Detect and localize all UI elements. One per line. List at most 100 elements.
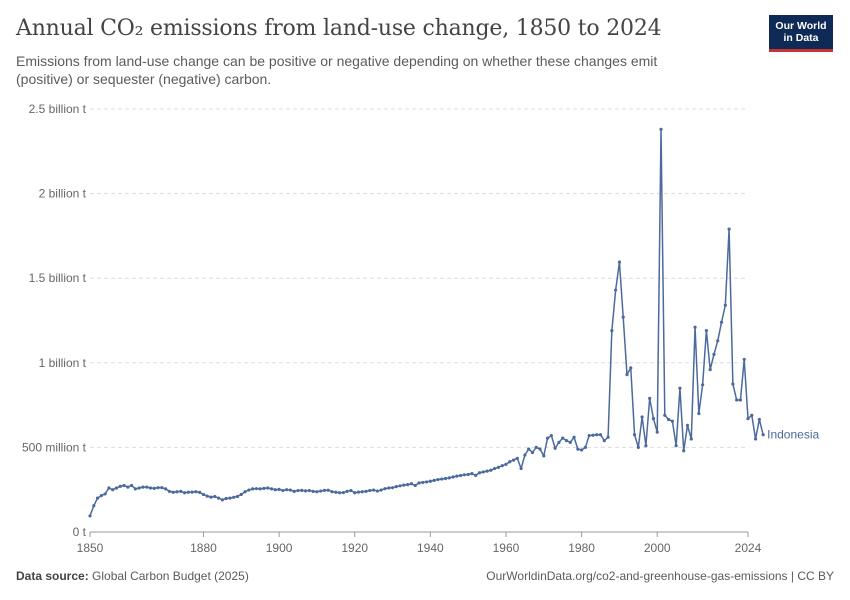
data-point[interactable]	[92, 504, 96, 508]
data-point[interactable]	[266, 486, 270, 490]
data-point[interactable]	[466, 472, 470, 477]
data-point[interactable]	[451, 475, 455, 479]
data-point[interactable]	[322, 488, 327, 492]
data-point[interactable]	[648, 396, 652, 400]
data-point[interactable]	[738, 398, 743, 402]
data-point[interactable]	[175, 490, 179, 494]
data-point[interactable]	[315, 490, 319, 494]
data-point[interactable]	[137, 486, 141, 490]
data-point[interactable]	[258, 487, 262, 491]
data-point[interactable]	[568, 440, 572, 444]
data-point[interactable]	[281, 488, 285, 493]
data-point[interactable]	[288, 488, 293, 492]
data-point[interactable]	[583, 445, 587, 449]
data-point[interactable]	[701, 383, 705, 387]
data-point[interactable]	[402, 483, 406, 487]
data-point[interactable]	[595, 433, 599, 437]
data-point[interactable]	[530, 450, 535, 455]
data-point[interactable]	[216, 496, 221, 500]
data-point[interactable]	[114, 486, 119, 490]
data-point[interactable]	[542, 454, 546, 458]
data-point[interactable]	[345, 489, 349, 493]
data-point[interactable]	[500, 464, 504, 468]
data-point[interactable]	[580, 448, 584, 452]
data-point[interactable]	[194, 490, 198, 494]
data-point[interactable]	[757, 417, 761, 422]
data-point[interactable]	[538, 447, 542, 451]
data-point[interactable]	[254, 487, 258, 491]
data-point[interactable]	[311, 489, 315, 493]
data-point[interactable]	[421, 480, 425, 485]
data-point[interactable]	[156, 486, 160, 490]
data-point[interactable]	[428, 479, 432, 483]
data-point[interactable]	[88, 514, 92, 518]
data-point[interactable]	[549, 433, 553, 438]
data-point[interactable]	[122, 483, 126, 488]
data-point[interactable]	[674, 444, 678, 448]
data-point[interactable]	[587, 433, 591, 438]
data-point[interactable]	[436, 477, 440, 482]
data-point[interactable]	[103, 492, 107, 496]
data-point[interactable]	[160, 486, 164, 490]
data-point[interactable]	[152, 486, 156, 490]
data-point[interactable]	[133, 487, 137, 491]
data-point[interactable]	[591, 433, 595, 437]
data-point[interactable]	[167, 489, 172, 493]
data-point[interactable]	[383, 487, 387, 491]
data-point[interactable]	[455, 474, 459, 478]
data-point[interactable]	[576, 447, 580, 451]
data-point[interactable]	[432, 478, 436, 482]
data-point[interactable]	[285, 488, 289, 492]
data-point[interactable]	[610, 329, 614, 333]
data-point[interactable]	[99, 494, 103, 498]
data-point[interactable]	[186, 490, 190, 494]
data-point[interactable]	[262, 486, 266, 490]
data-point[interactable]	[148, 486, 153, 490]
data-point[interactable]	[625, 373, 629, 377]
data-point[interactable]	[519, 466, 523, 471]
data-point[interactable]	[349, 488, 353, 493]
data-point[interactable]	[375, 489, 379, 493]
data-point[interactable]	[269, 487, 274, 491]
series-line-indonesia[interactable]	[89, 128, 764, 517]
data-point[interactable]	[606, 435, 610, 439]
data-point[interactable]	[145, 485, 149, 489]
data-point[interactable]	[300, 488, 304, 492]
data-point[interactable]	[704, 329, 709, 333]
data-point[interactable]	[735, 398, 739, 402]
data-point[interactable]	[553, 446, 557, 450]
data-point[interactable]	[296, 488, 300, 493]
data-point[interactable]	[387, 486, 391, 490]
data-point[interactable]	[678, 386, 682, 390]
data-point[interactable]	[474, 473, 478, 477]
data-point[interactable]	[493, 466, 497, 471]
data-point[interactable]	[504, 462, 508, 466]
data-point[interactable]	[220, 498, 224, 502]
data-point[interactable]	[508, 460, 512, 464]
data-point[interactable]	[251, 487, 255, 491]
data-point[interactable]	[440, 477, 444, 481]
data-point[interactable]	[666, 417, 671, 422]
data-point[interactable]	[368, 488, 372, 493]
data-point[interactable]	[126, 485, 130, 489]
data-point[interactable]	[753, 437, 758, 441]
data-point[interactable]	[235, 494, 240, 499]
data-point[interactable]	[629, 366, 633, 370]
data-point[interactable]	[470, 472, 474, 476]
data-point[interactable]	[372, 488, 376, 492]
data-point[interactable]	[685, 423, 690, 427]
data-point[interactable]	[746, 417, 750, 421]
data-point[interactable]	[118, 484, 122, 488]
data-point[interactable]	[417, 481, 421, 485]
source-url[interactable]: OurWorldinData.org/co2-and-greenhouse-ga…	[486, 569, 834, 583]
data-point[interactable]	[130, 483, 134, 488]
data-point[interactable]	[527, 447, 531, 451]
data-point[interactable]	[682, 449, 686, 453]
data-point[interactable]	[179, 489, 183, 493]
data-point[interactable]	[443, 476, 448, 481]
data-point[interactable]	[239, 492, 243, 497]
data-point[interactable]	[477, 471, 482, 475]
data-point[interactable]	[190, 490, 194, 494]
data-point[interactable]	[303, 489, 308, 493]
data-point[interactable]	[334, 490, 338, 494]
